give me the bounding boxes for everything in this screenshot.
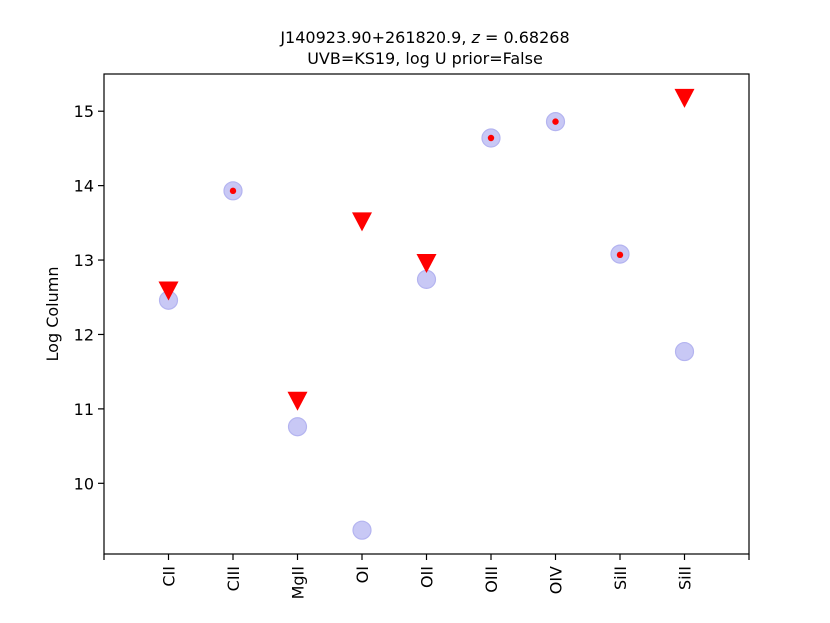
y-tick-label: 14 xyxy=(74,177,94,196)
y-tick-label: 11 xyxy=(74,400,94,419)
data-markers xyxy=(158,88,695,540)
x-tick-label: OIII xyxy=(482,566,501,593)
y-tick-label: 10 xyxy=(74,474,94,493)
y-axis-label: Log Column xyxy=(43,267,62,362)
detection-dot-marker xyxy=(487,134,495,142)
chart-subtitle: UVB=KS19, log U prior=False xyxy=(307,49,543,68)
y-tick-label: 13 xyxy=(74,251,94,270)
measurement-circle-marker xyxy=(416,269,437,289)
x-tick-label: SiII xyxy=(611,566,630,590)
chart-title: J140923.90+261820.9, z = 0.68268 xyxy=(279,28,569,47)
detection-dot-marker xyxy=(616,251,624,259)
x-tick-label: CII xyxy=(160,566,179,587)
upper-limit-triangle-marker xyxy=(287,391,308,411)
measurement-circle-marker xyxy=(352,520,372,540)
x-tick-label: MgII xyxy=(289,566,308,599)
measurement-circle-marker xyxy=(287,417,308,437)
y-tick-label: 12 xyxy=(74,325,94,344)
upper-limit-triangle-marker xyxy=(674,88,695,108)
y-tick-label: 15 xyxy=(74,102,94,121)
detection-dot-marker xyxy=(552,118,559,125)
x-tick-label: OIV xyxy=(547,566,566,594)
upper-limit-triangle-marker xyxy=(416,254,437,274)
x-axis-ticks: CII CIII MgII OI OII OIII OIV SiII SiII xyxy=(103,554,750,599)
x-tick-label: OII xyxy=(418,566,437,588)
upper-limit-triangle-marker xyxy=(158,281,179,301)
upper-limit-triangle-marker xyxy=(352,212,372,232)
x-tick-label: CIII xyxy=(224,566,243,591)
x-tick-label: OI xyxy=(353,566,372,583)
detection-dot-marker xyxy=(229,187,237,195)
plot-area xyxy=(103,73,750,555)
x-tick-label: SiII xyxy=(676,566,695,590)
measurement-circle-marker xyxy=(674,341,695,362)
y-axis-ticks: 10 11 12 13 14 15 xyxy=(74,102,104,493)
